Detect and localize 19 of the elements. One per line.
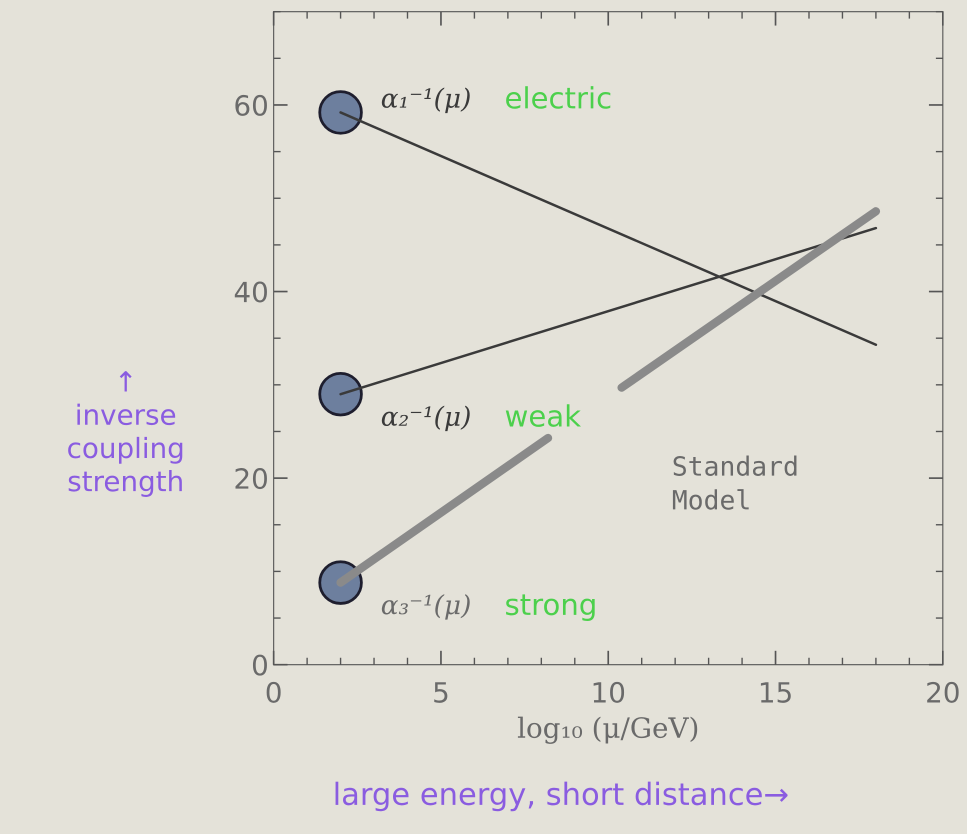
annotation: weak <box>506 404 581 427</box>
y-tick-label: 0 <box>252 654 267 676</box>
y-tick-label: 20 <box>235 468 267 490</box>
x-tick-label: 0 <box>266 682 281 703</box>
y-axis-title: ↑ inverse coupling strength <box>68 371 182 497</box>
x-tick-label: 15 <box>760 682 791 703</box>
x-tick-label: 20 <box>927 682 959 703</box>
annotation: electric <box>506 86 610 109</box>
y-tick-label: 60 <box>235 94 267 116</box>
annotation: Standard Model <box>672 456 796 510</box>
annotation: strong <box>506 594 595 621</box>
y-tick-label: 40 <box>234 281 267 302</box>
x-tick-label: 10 <box>594 682 624 703</box>
text: large energy, short distance→ <box>336 782 788 812</box>
x-tick-label: 5 <box>434 682 448 703</box>
series-label: α₁⁻¹(μ) <box>382 88 470 114</box>
series-label: α₃⁻¹(μ) <box>382 594 470 620</box>
series-label: α₂⁻¹(μ) <box>382 406 470 432</box>
x-axis-title: log₁₀ (μ/GeV) <box>518 716 698 744</box>
